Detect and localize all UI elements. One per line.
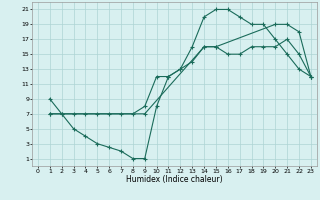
X-axis label: Humidex (Indice chaleur): Humidex (Indice chaleur) [126, 175, 223, 184]
